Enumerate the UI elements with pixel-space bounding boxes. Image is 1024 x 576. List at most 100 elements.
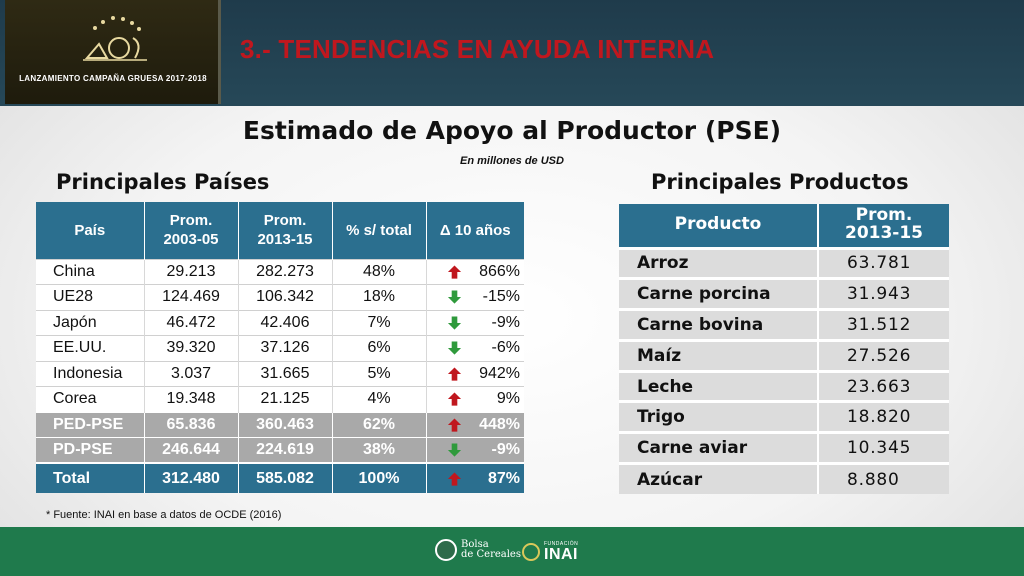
avg-2013-cell: 37.126: [237, 335, 332, 361]
avg-2003-cell: 246.644: [143, 437, 238, 463]
delta-value: -15%: [482, 288, 520, 306]
bolsa-logo-text: Bolsa de Cereales: [461, 540, 521, 560]
delta-value: -6%: [491, 339, 520, 357]
table-row: UE28 124.469 106.342 18% -15%: [36, 284, 524, 310]
delta-cell: -6%: [425, 335, 524, 361]
delta-value: 448%: [479, 415, 520, 433]
col-header-product-avg: Prom. 2013-15: [817, 204, 949, 248]
avg-2013-cell: 224.619: [237, 437, 332, 463]
delta-cell: -9%: [425, 437, 524, 463]
table-row: PED-PSE 65.836 360.463 62% 448%: [36, 411, 524, 438]
delta-value: 942%: [479, 364, 520, 382]
avg-2013-cell: 585.082: [237, 462, 332, 493]
delta-cell: 942%: [425, 360, 524, 387]
avg-2013-cell: 360.463: [237, 411, 332, 438]
bolsa-emblem-icon: [435, 539, 457, 561]
source-footnote: * Fuente: INAI en base a datos de OCDE (…: [46, 509, 282, 521]
inai-logo: FUNDACIÓN INAI: [522, 541, 612, 567]
product-name-cell: Leche: [619, 369, 818, 402]
col-header-product: Producto: [619, 204, 818, 248]
table-row: Corea 19.348 21.125 4% 9%: [36, 386, 524, 412]
avg-2013-cell: 42.406: [237, 309, 332, 336]
country-cell: PED-PSE: [36, 411, 144, 438]
table-row: Leche 23.663: [619, 369, 949, 402]
avg-2013-cell: 31.665: [237, 360, 332, 387]
table-row: PD-PSE 246.644 224.619 38% -9%: [36, 437, 524, 463]
product-value-cell: 27.526: [817, 338, 949, 372]
table-row: Indonesia 3.037 31.665 5% 942%: [36, 360, 524, 387]
logo-caption: LANZAMIENTO CAMPAÑA GRUESA 2017-2018: [19, 74, 207, 83]
inai-logo-small: FUNDACIÓN: [544, 541, 579, 547]
arrow-down-icon: [447, 443, 461, 457]
avg-2003-cell: 312.480: [143, 462, 238, 493]
col-header-delta: Δ 10 años: [425, 202, 524, 259]
bolsa-logo-line1: Bolsa: [461, 539, 489, 550]
country-cell: China: [36, 258, 144, 285]
col-header-avg-2013: Prom. 2013-15: [237, 202, 332, 259]
table-row: Trigo 18.820: [619, 400, 949, 433]
delta-cell: 87%: [425, 462, 524, 493]
bolsa-logo-line2: de Cereales: [461, 549, 521, 560]
arrow-up-icon: [447, 418, 461, 432]
country-cell: Indonesia: [36, 360, 144, 387]
header-bar: LANZAMIENTO CAMPAÑA GRUESA 2017-2018 3.-…: [0, 0, 1024, 106]
delta-cell: 448%: [425, 411, 524, 438]
page-title: Estimado de Apoyo al Productor (PSE): [242, 116, 782, 145]
share-cell: 48%: [331, 258, 426, 285]
country-cell: EE.UU.: [36, 335, 144, 361]
delta-cell: 9%: [425, 386, 524, 412]
avg-2003-cell: 39.320: [143, 335, 238, 361]
table-row: China 29.213 282.273 48% 866%: [36, 258, 524, 285]
product-value-cell: 18.820: [817, 400, 949, 433]
share-cell: 18%: [331, 284, 426, 310]
page-subtitle: En millones de USD: [460, 155, 564, 167]
arrow-up-icon: [447, 265, 461, 279]
products-table-body: Arroz 63.781 Carne porcina 31.943 Carne bovi…: [619, 246, 949, 495]
product-name-cell: Arroz: [619, 246, 818, 279]
products-header-row: Producto Prom. 2013-15: [619, 204, 949, 248]
delta-cell: -9%: [425, 309, 524, 336]
table-row: Carne porcina 31.943: [619, 277, 949, 310]
share-cell: 62%: [331, 411, 426, 438]
avg-2013-cell: 282.273: [237, 258, 332, 285]
campaign-logo: LANZAMIENTO CAMPAÑA GRUESA 2017-2018: [5, 0, 221, 104]
product-value-cell: 10.345: [817, 431, 949, 464]
share-cell: 7%: [331, 309, 426, 336]
arrow-down-icon: [447, 341, 461, 355]
bolsa-cereales-logo: Bolsa de Cereales: [435, 539, 525, 567]
delta-value: -9%: [491, 313, 520, 331]
share-cell: 4%: [331, 386, 426, 412]
avg-2013-cell: 21.125: [237, 386, 332, 412]
arrow-up-icon: [447, 392, 461, 406]
table-row: Azúcar 8.880: [619, 462, 949, 495]
product-value-cell: 31.943: [817, 277, 949, 310]
country-cell: Total: [36, 462, 144, 493]
arrow-down-icon: [447, 316, 461, 330]
col-header-country: País: [36, 202, 144, 259]
table-row: Maíz 27.526: [619, 338, 949, 372]
country-cell: UE28: [36, 284, 144, 310]
product-value-cell: 63.781: [817, 246, 949, 279]
avg-2003-cell: 65.836: [143, 411, 238, 438]
product-value-cell: 23.663: [817, 369, 949, 402]
table-row: Japón 46.472 42.406 7% -9%: [36, 309, 524, 336]
product-name-cell: Carne aviar: [619, 431, 818, 464]
countries-header-row: País Prom. 2003-05 Prom. 2013-15 % s/ tota…: [36, 202, 524, 259]
inai-ring-icon: [522, 543, 540, 561]
avg-2003-cell: 46.472: [143, 309, 238, 336]
product-name-cell: Azúcar: [619, 462, 818, 495]
country-cell: Corea: [36, 386, 144, 412]
delta-cell: 866%: [425, 258, 524, 285]
avg-2003-cell: 3.037: [143, 360, 238, 387]
table-row: EE.UU. 39.320 37.126 6% -6%: [36, 335, 524, 361]
share-cell: 6%: [331, 335, 426, 361]
avg-2013-cell: 106.342: [237, 284, 332, 310]
col-header-share: % s/ total: [331, 202, 426, 259]
arrow-up-icon: [447, 471, 461, 486]
products-table: Producto Prom. 2013-15 Arroz 63.781 Carne p…: [619, 204, 949, 495]
country-cell: Japón: [36, 309, 144, 336]
delta-value: 87%: [487, 469, 520, 487]
table-row: Carne aviar 10.345: [619, 431, 949, 464]
arrow-down-icon: [447, 290, 461, 304]
delta-value: 9%: [496, 390, 520, 408]
